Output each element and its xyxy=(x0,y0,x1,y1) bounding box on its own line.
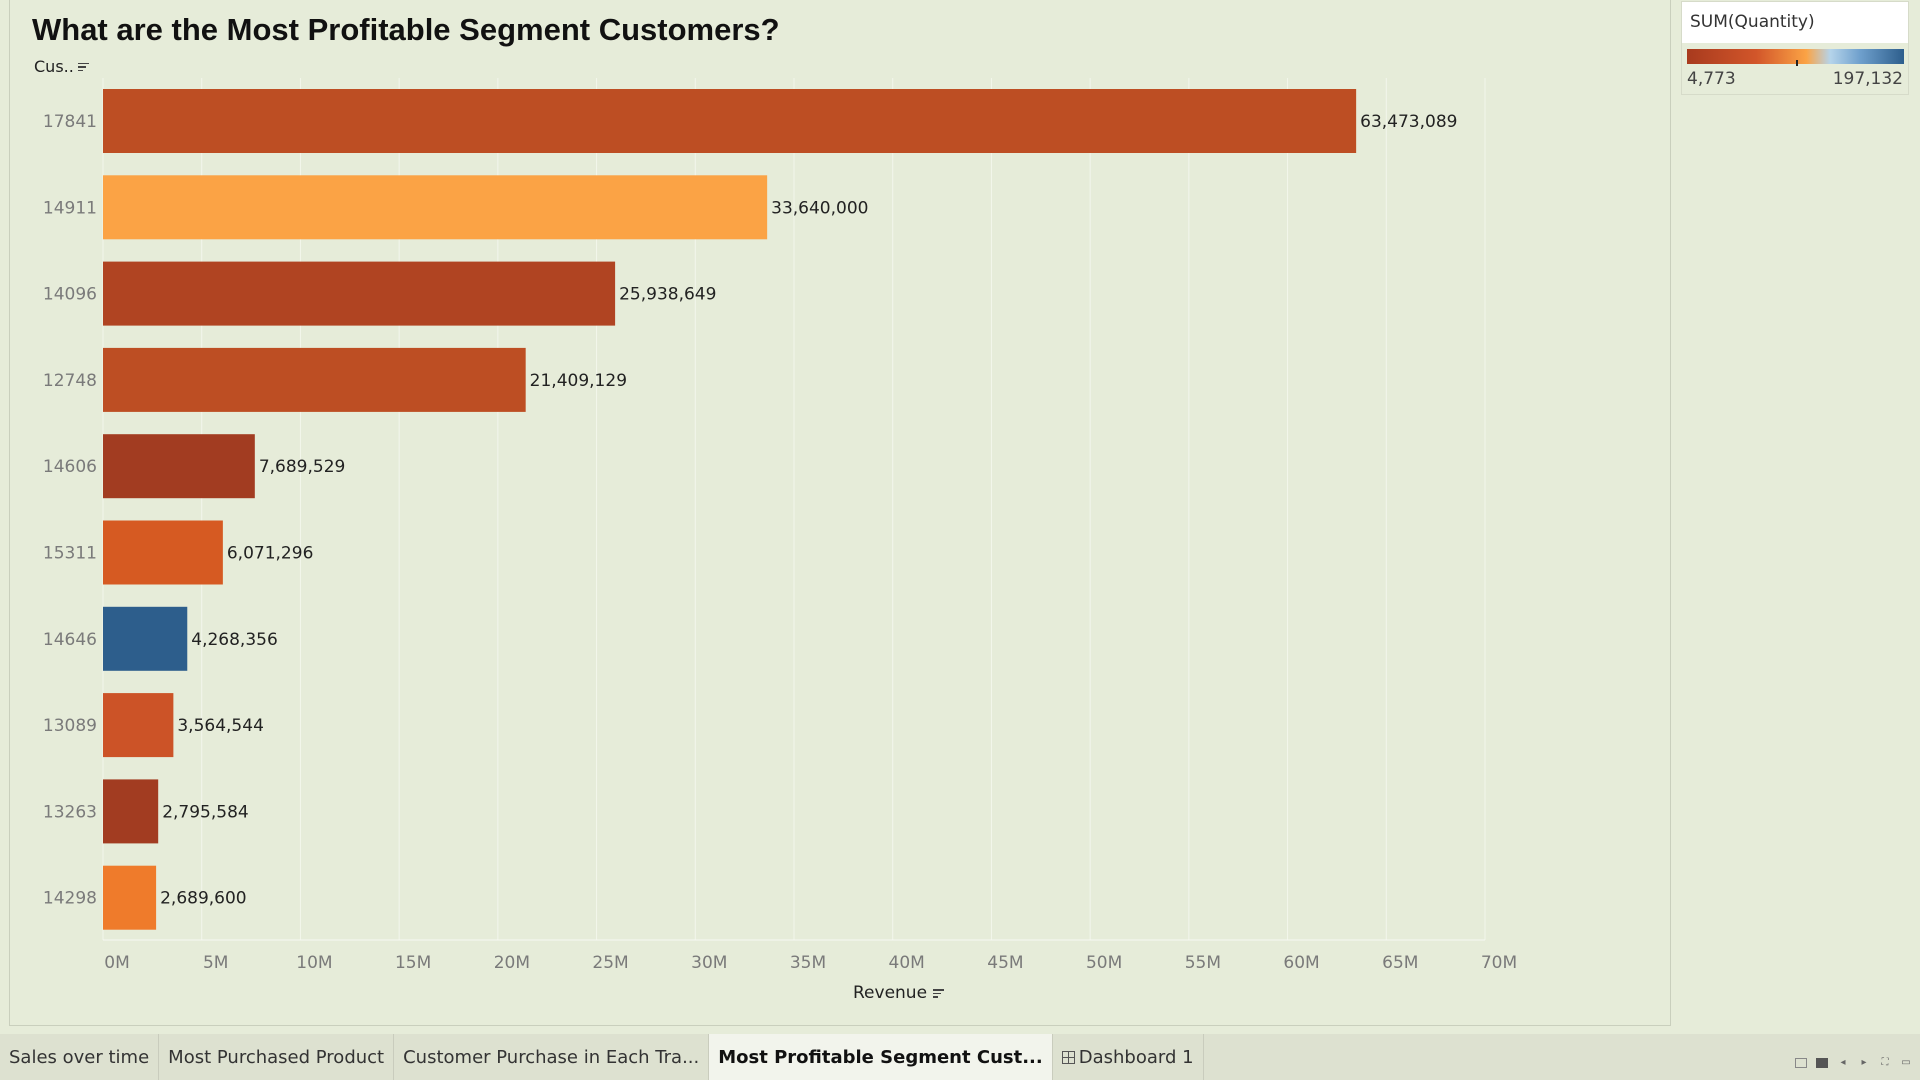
y-tick-label: 14911 xyxy=(43,198,97,218)
x-axis-title[interactable]: Revenue xyxy=(853,983,945,1003)
x-tick-label: 20M xyxy=(494,953,530,973)
y-tick-label: 14606 xyxy=(43,457,97,477)
y-tick-label: 12748 xyxy=(43,371,97,391)
x-tick-label: 35M xyxy=(790,953,826,973)
x-tick-label: 25M xyxy=(592,953,628,973)
bar-data-label: 3,564,544 xyxy=(177,716,264,736)
row-header-label: Cus.. xyxy=(34,57,74,76)
x-tick-label: 65M xyxy=(1382,953,1418,973)
bar-data-label: 33,640,000 xyxy=(771,198,868,218)
bar[interactable] xyxy=(103,865,157,930)
filmstrip-icon[interactable] xyxy=(1795,1058,1807,1068)
bar-data-label: 25,938,649 xyxy=(619,285,716,305)
bar-data-label: 21,409,129 xyxy=(530,371,627,391)
bar-data-label: 2,795,584 xyxy=(162,802,249,822)
bar[interactable] xyxy=(103,89,1357,153)
bar-data-label: 2,689,600 xyxy=(160,889,247,909)
bar[interactable] xyxy=(103,693,174,758)
bar-data-label: 4,268,356 xyxy=(191,630,278,650)
dashboard-grid-icon xyxy=(1061,1050,1075,1064)
sort-icon[interactable] xyxy=(933,988,945,998)
chart-title: What are the Most Profitable Segment Cus… xyxy=(32,12,780,47)
sort-icon[interactable] xyxy=(77,62,90,72)
y-tick-label: 14298 xyxy=(43,889,97,909)
tab-label: Sales over time xyxy=(9,1046,150,1068)
worksheet-canvas: What are the Most Profitable Segment Cus… xyxy=(9,0,1671,1026)
legend-marker xyxy=(1796,60,1798,66)
previous-arrow-icon[interactable]: ◂ xyxy=(1840,1057,1846,1068)
legend-color-ramp xyxy=(1687,49,1904,64)
x-axis-title-label: Revenue xyxy=(853,983,928,1003)
x-tick-label: 30M xyxy=(691,953,727,973)
x-tick-label: 40M xyxy=(889,953,925,973)
sheet-tab-bar: Sales over time Most Purchased Product C… xyxy=(0,1034,1920,1080)
y-tick-label: 15311 xyxy=(43,544,97,564)
y-tick-label: 14096 xyxy=(43,285,97,305)
next-arrow-icon[interactable]: ▸ xyxy=(1861,1057,1867,1068)
tab-most-purchased-product[interactable]: Most Purchased Product xyxy=(159,1034,395,1080)
x-tick-label: 55M xyxy=(1185,953,1221,973)
bar[interactable] xyxy=(103,520,223,585)
row-header[interactable]: Cus.. xyxy=(34,57,90,76)
bar[interactable] xyxy=(103,434,255,499)
x-tick-label: 70M xyxy=(1481,953,1517,973)
bar-data-label: 7,689,529 xyxy=(259,457,346,477)
tab-sales-over-time[interactable]: Sales over time xyxy=(0,1034,160,1080)
bar[interactable] xyxy=(103,175,768,240)
bar[interactable] xyxy=(103,779,159,844)
tab-label: Most Purchased Product xyxy=(168,1046,385,1068)
bar-data-label: 6,071,296 xyxy=(227,544,314,564)
bar-data-label: 63,473,089 xyxy=(1360,112,1457,132)
tab-label: Most Profitable Segment Cust... xyxy=(718,1046,1043,1068)
single-sheet-icon[interactable] xyxy=(1816,1058,1828,1068)
tab-most-profitable-segment[interactable]: Most Profitable Segment Cust... xyxy=(709,1034,1053,1080)
bar-chart: 0M 5M 10M 15M 20M 25M 30M 35M 40M 45M 50M 55M 60M 65M… xyxy=(43,78,1517,973)
color-legend[interactable]: SUM(Quantity) 4,773 197,132 xyxy=(1681,1,1909,95)
legend-title: SUM(Quantity) xyxy=(1682,2,1908,43)
x-tick-label: 60M xyxy=(1283,953,1319,973)
y-tick-label: 13089 xyxy=(43,716,97,736)
x-tick-label: 50M xyxy=(1086,953,1122,973)
x-tick-label: 45M xyxy=(987,953,1023,973)
x-tick-label: 5M xyxy=(203,953,228,973)
y-tick-label: 14646 xyxy=(43,630,97,650)
tab-dashboard-1[interactable]: Dashboard 1 xyxy=(1053,1034,1204,1080)
legend-min-value: 4,773 xyxy=(1687,69,1736,89)
x-tick-label: 10M xyxy=(296,953,332,973)
sheet-nav-controls: ◂ ▸ ⛶ ▭ xyxy=(1795,1058,1912,1068)
y-tick-label: 17841 xyxy=(43,112,97,132)
bar[interactable] xyxy=(103,261,616,326)
legend-max-value: 197,132 xyxy=(1832,69,1903,89)
x-tick-label: 15M xyxy=(395,953,431,973)
y-tick-label: 13263 xyxy=(43,802,97,822)
bar[interactable] xyxy=(103,347,526,412)
tab-customer-purchase[interactable]: Customer Purchase in Each Tra... xyxy=(394,1034,710,1080)
presentation-icon[interactable]: ▭ xyxy=(1901,1057,1911,1068)
x-tick-label: 0M xyxy=(104,953,129,973)
fit-window-icon[interactable]: ⛶ xyxy=(1881,1057,1889,1068)
tab-label: Customer Purchase in Each Tra... xyxy=(403,1046,700,1068)
tab-label: Dashboard 1 xyxy=(1078,1046,1194,1068)
bar[interactable] xyxy=(103,606,188,671)
